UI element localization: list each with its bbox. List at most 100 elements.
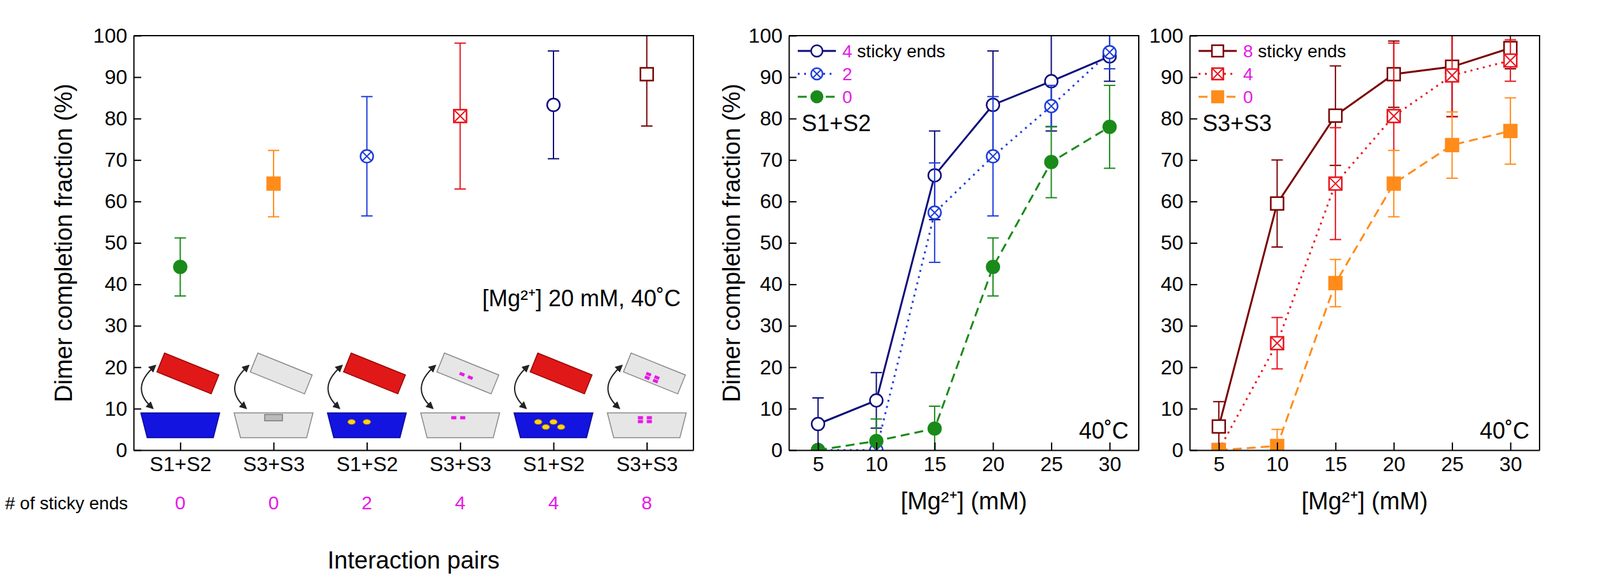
marker: [1045, 155, 1058, 169]
error-cap: [1388, 40, 1400, 42]
tick-label: 40: [1160, 272, 1184, 296]
tick: 20: [104, 355, 142, 379]
icon-arrow: [514, 367, 527, 407]
marker: [1328, 276, 1342, 290]
point: [173, 260, 187, 273]
error-cap: [267, 149, 280, 151]
legend-marker: [1211, 68, 1224, 80]
point: [1045, 75, 1058, 88]
error-bar: [987, 96, 999, 216]
tick-label: 20: [1383, 452, 1406, 476]
marker: [1103, 45, 1116, 59]
marker: [1503, 54, 1517, 67]
x-axis-title: Interaction pairs: [327, 546, 500, 574]
point: [986, 260, 1000, 273]
x-axis: 51015202530: [789, 442, 1140, 476]
marker: [1387, 176, 1401, 190]
tick-label: 10: [104, 396, 128, 420]
legend-symbol: [1211, 90, 1224, 103]
tick: 80: [759, 106, 797, 130]
error-bar: [1446, 35, 1459, 117]
marker: [928, 421, 941, 435]
marker-cross: [1387, 109, 1401, 123]
legend-symbol: [1211, 45, 1224, 57]
legend-label: 4: [1243, 64, 1254, 84]
legend-label: 4 sticky ends: [842, 41, 946, 62]
error-bar: [1271, 159, 1284, 247]
marker-cross: [1503, 54, 1517, 67]
tick-mark: [817, 442, 819, 450]
marker-cross: [1328, 176, 1342, 190]
tick-mark: [1276, 442, 1279, 450]
tick-label: 70: [104, 148, 128, 172]
icon: [234, 352, 314, 438]
error-cap: [1103, 80, 1116, 83]
tick-mark: [273, 442, 275, 450]
legend-marker: [811, 68, 823, 80]
icon-sticky-end: [652, 378, 659, 384]
tick-mark: [133, 159, 142, 161]
icon-top-body: [623, 352, 686, 394]
point: [811, 417, 825, 431]
tick-label: S1+S2: [149, 452, 212, 476]
icon-sticky-end: [459, 416, 466, 420]
tick-mark: [1335, 442, 1337, 450]
tick-mark: [1451, 442, 1454, 450]
point: [1503, 54, 1517, 67]
tick: S1+S2: [149, 442, 212, 476]
tick-label: 100: [1149, 24, 1184, 48]
error-cap: [1045, 84, 1058, 86]
tick-mark: [180, 442, 182, 450]
tick-mark: [366, 442, 368, 450]
tick: S1+S2: [522, 442, 585, 476]
tick-label: 25: [1040, 452, 1064, 476]
error-cap: [1329, 127, 1342, 129]
tick-label: 40: [759, 272, 783, 296]
error-cap: [361, 215, 373, 217]
point: [1212, 419, 1226, 433]
error-cap: [1504, 80, 1517, 83]
error-cap: [870, 371, 883, 373]
error-cap: [267, 215, 280, 217]
panel: 010203040506070809010051015202530Dimer c…: [718, 24, 1140, 515]
icon-top-body: [157, 352, 219, 394]
marker: [1212, 419, 1226, 433]
tick: 20: [1160, 355, 1198, 379]
tick-label: 90: [104, 65, 128, 89]
point: [1271, 336, 1284, 350]
tick-mark: [1189, 283, 1198, 286]
marker: [811, 417, 825, 431]
tick-label: 30: [104, 313, 128, 337]
legend-symbol-cross: [813, 69, 822, 79]
error-bar: [987, 237, 999, 296]
tick: 30: [1098, 442, 1122, 476]
legend-symbol: [811, 45, 823, 57]
tick-mark: [788, 242, 797, 244]
icon-top: [157, 352, 219, 394]
tick-label: S1+S2: [336, 452, 399, 476]
marker: [1328, 109, 1342, 123]
tick-label: 70: [1160, 148, 1184, 172]
tick: 25: [1440, 442, 1464, 476]
icon-arrow: [421, 367, 434, 407]
icon-bottom: [327, 412, 407, 438]
tick: 30: [759, 313, 797, 337]
icon: [514, 352, 593, 438]
error-cap: [1103, 167, 1116, 169]
point: [1271, 197, 1284, 210]
error-bar: [361, 96, 373, 216]
error-bar: [1103, 35, 1116, 69]
legend-label: 2: [842, 64, 853, 84]
tick: 10: [1266, 442, 1289, 476]
tick: 50: [104, 230, 142, 254]
legend-symbol: [1211, 68, 1224, 80]
marker-cross: [930, 208, 940, 217]
point: [1328, 176, 1342, 190]
tick: 40: [104, 272, 142, 296]
tick-mark: [1189, 159, 1198, 161]
tick-mark: [1189, 242, 1198, 244]
tick: S3+S3: [616, 442, 679, 476]
tick-label: 50: [1160, 230, 1184, 254]
marker: [640, 68, 654, 81]
tick-mark: [133, 325, 142, 327]
